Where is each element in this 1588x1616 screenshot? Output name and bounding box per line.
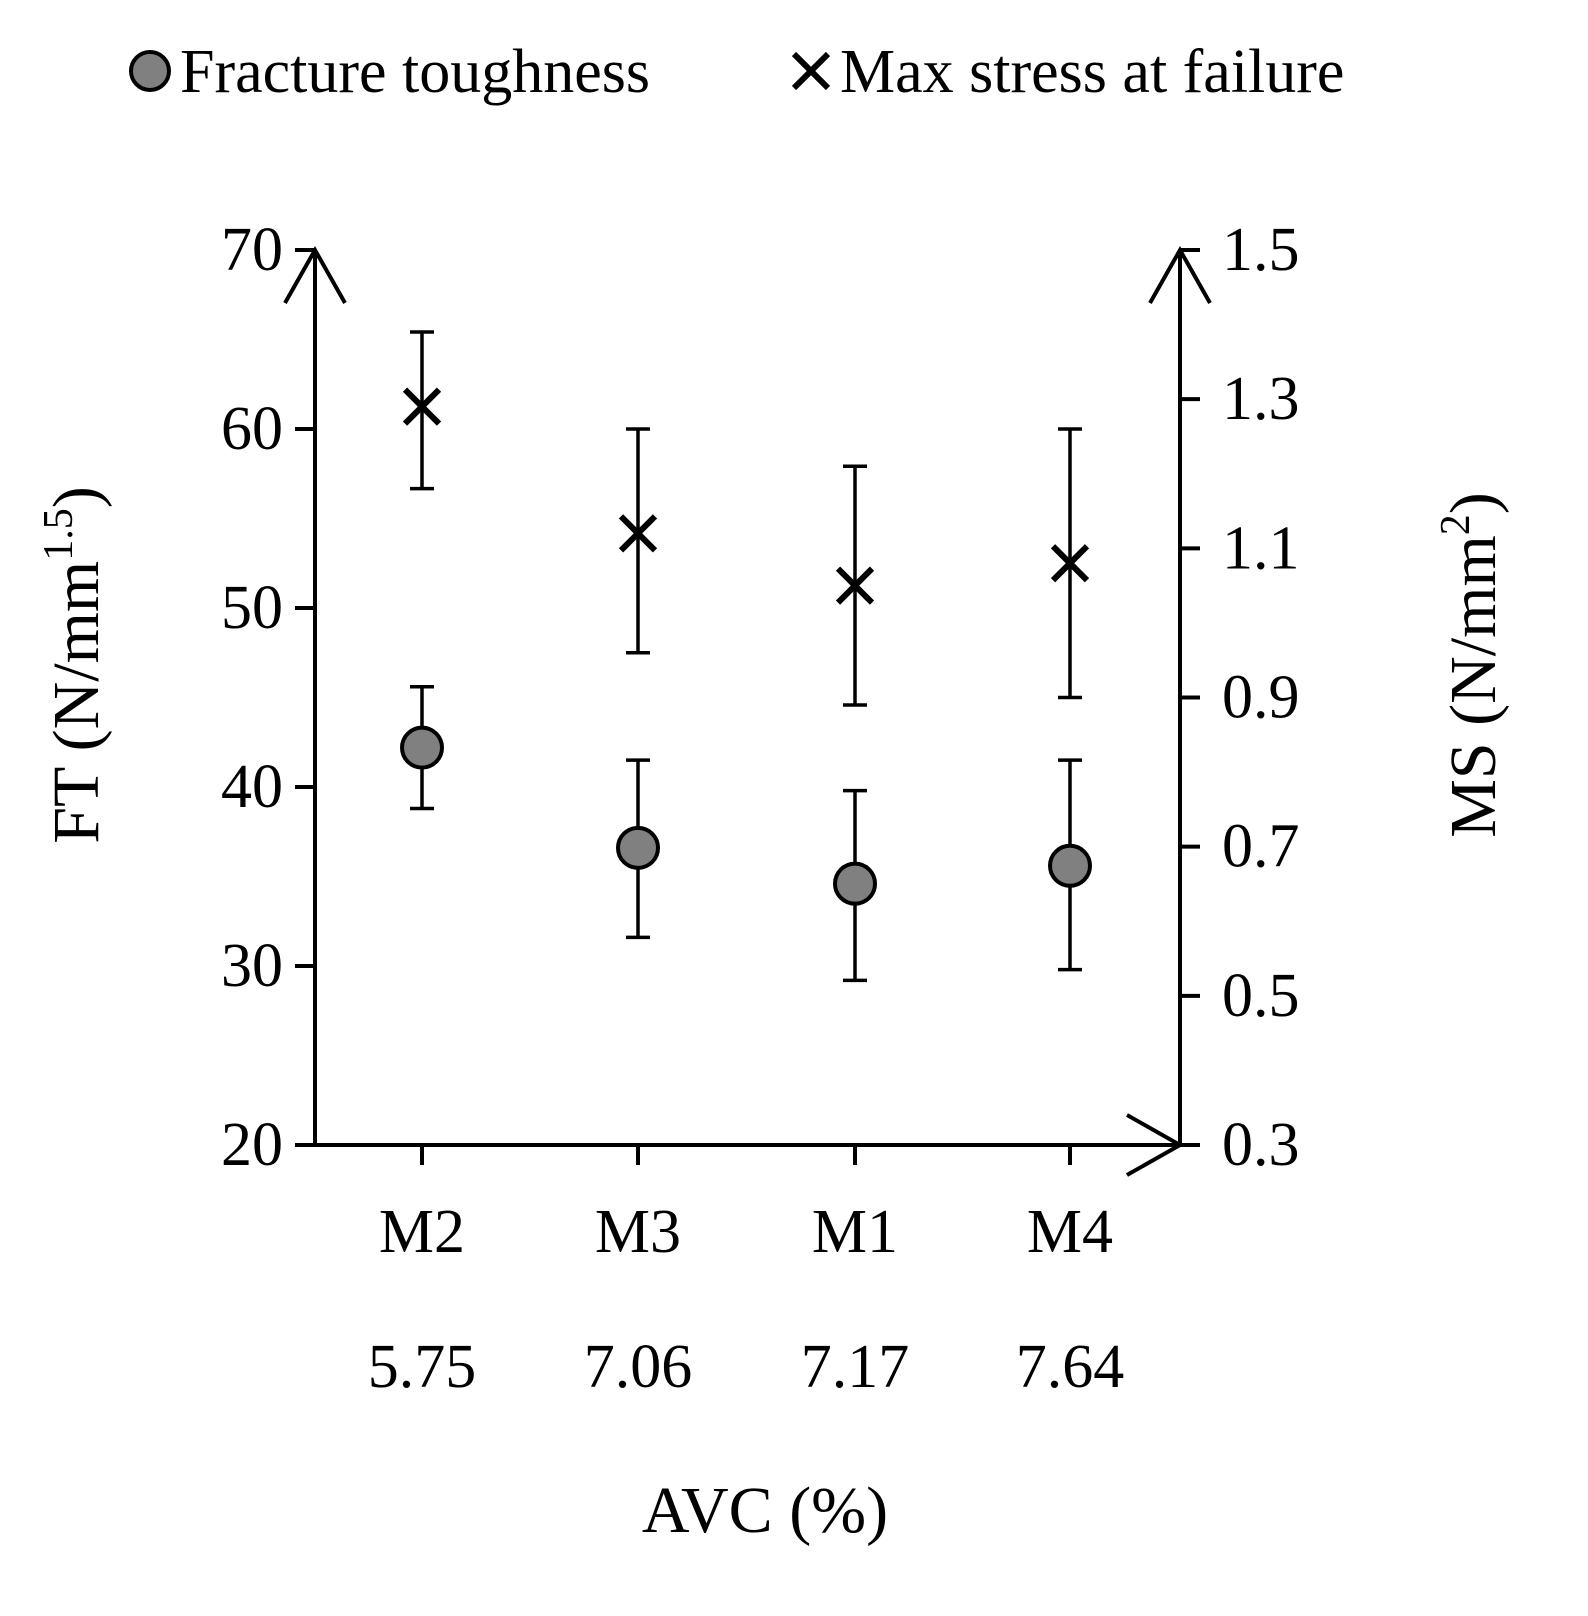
category-value-label: 7.17: [801, 1333, 910, 1401]
x-axis-ticks: M2 5.75 M3 7.06 M1 7.17 M4 7.64: [368, 1145, 1125, 1401]
data-point-cross: [1050, 544, 1090, 583]
data-point-circle: [1048, 843, 1092, 888]
right-axis-title-sup: 2: [1433, 514, 1479, 535]
right-tick-label: 1.5: [1222, 216, 1300, 284]
data-point-circle: [833, 861, 877, 906]
category-label: M1: [812, 1198, 898, 1266]
category-value-label: 7.06: [584, 1333, 693, 1401]
legend-marker-fracture-toughness: [129, 50, 171, 92]
right-tick-label: 0.3: [1222, 1111, 1300, 1179]
left-tick-label: 20: [221, 1111, 283, 1179]
x-axis-title: AVC (%): [642, 1474, 888, 1547]
right-axis-title: MS (N/mm2): [1433, 492, 1510, 838]
series-max-stress: [402, 330, 1090, 707]
left-tick-label: 70: [221, 216, 283, 284]
left-tick-label: 60: [221, 395, 283, 463]
data-point-cross: [618, 514, 658, 553]
category-value-label: 7.64: [1016, 1333, 1125, 1401]
left-axis-title-sup: 1.5: [36, 508, 82, 561]
left-tick-label: 50: [221, 574, 283, 642]
data-point-circle: [400, 725, 444, 770]
legend: Fracture toughness Max stress at failure: [129, 38, 1344, 106]
data-point-cross: [402, 387, 442, 426]
left-axis-title-main: FT (N/mm: [40, 561, 113, 844]
data-point-cross: [835, 566, 875, 605]
left-tick-label: 40: [221, 753, 283, 821]
series-fracture-toughness: [400, 685, 1092, 983]
category-label: M2: [379, 1198, 465, 1266]
category-value-label: 5.75: [368, 1333, 477, 1401]
right-axis-title-close: ): [1437, 492, 1510, 514]
left-axis-title-close: ): [40, 486, 113, 508]
category-label: M3: [595, 1198, 681, 1266]
legend-marker-max-stress: [791, 51, 831, 91]
right-tick-label: 0.5: [1222, 962, 1300, 1030]
legend-label-max-stress: Max stress at failure: [840, 38, 1344, 106]
error-bar: [626, 427, 650, 655]
right-tick-label: 0.7: [1222, 813, 1300, 881]
right-tick-label: 1.1: [1222, 514, 1300, 582]
left-axis-ticks: 20 30 40 50 60 70: [221, 216, 315, 1179]
category-label: M4: [1027, 1198, 1113, 1266]
right-axis-title-main: MS (N/mm: [1437, 535, 1510, 838]
left-axis-title: FT (N/mm1.5): [36, 486, 113, 843]
right-tick-label: 1.3: [1222, 365, 1300, 433]
left-tick-label: 30: [221, 932, 283, 1000]
right-axis-ticks: 0.3 0.5 0.7 0.9 1.1 1.3 1.5: [1180, 216, 1300, 1179]
data-marks: [400, 330, 1092, 983]
right-tick-label: 0.9: [1222, 664, 1300, 732]
data-point-circle: [616, 825, 660, 870]
legend-label-fracture-toughness: Fracture toughness: [180, 38, 650, 106]
